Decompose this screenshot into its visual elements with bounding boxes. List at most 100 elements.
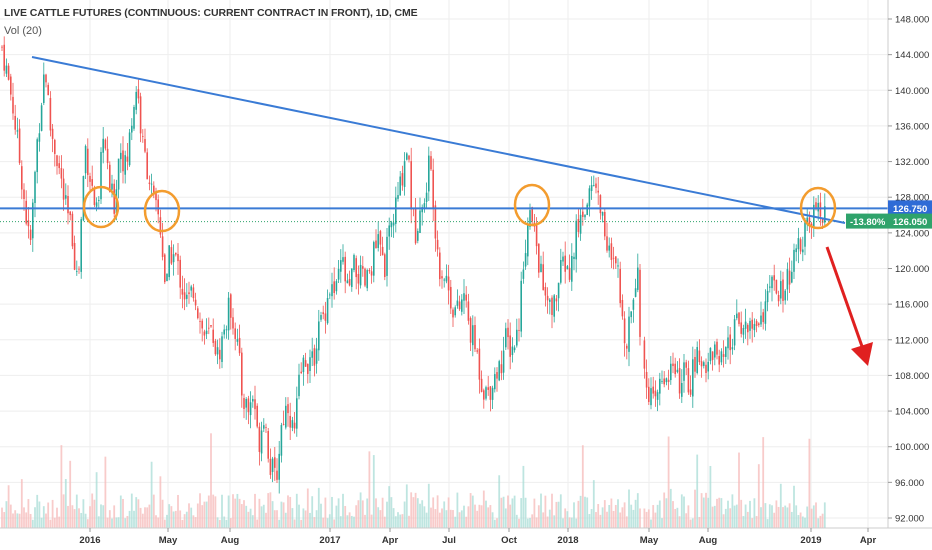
candle-body xyxy=(617,265,619,267)
volume-bar xyxy=(687,505,690,528)
candle-body xyxy=(357,273,360,284)
candle-body xyxy=(135,91,137,110)
candle-body xyxy=(291,420,294,428)
volume-bar xyxy=(709,465,712,528)
candle-body xyxy=(551,297,553,315)
candle-body xyxy=(610,243,613,260)
candle-body xyxy=(1,46,3,48)
volume-bar xyxy=(113,505,116,528)
candle-body xyxy=(91,179,93,186)
price-tick-label: 92.000 xyxy=(895,514,924,525)
volume-indicator-label[interactable]: Vol (20) xyxy=(4,25,42,37)
volume-bar xyxy=(64,479,67,528)
candle-body xyxy=(256,405,258,427)
candle-body xyxy=(727,337,729,349)
candle-body xyxy=(516,329,518,346)
volume-bar xyxy=(419,503,421,528)
candle-body xyxy=(300,371,302,374)
volume-bar xyxy=(293,519,296,528)
candle-body xyxy=(595,183,597,188)
candle-body xyxy=(326,298,329,324)
volume-bar xyxy=(377,507,380,528)
candle-body xyxy=(388,225,390,237)
volume-bar xyxy=(315,510,318,528)
candle-body xyxy=(282,424,285,425)
candle-body xyxy=(707,361,709,372)
time-tick-label: Oct xyxy=(501,535,518,546)
volume-bar xyxy=(452,510,454,528)
candle-body xyxy=(38,133,41,142)
volume-bar xyxy=(287,495,289,528)
candle-body xyxy=(795,248,797,253)
candle-body xyxy=(740,322,742,334)
volume-bar xyxy=(267,493,270,528)
volume-bar xyxy=(328,514,331,528)
candle-body xyxy=(214,340,217,355)
candle-body xyxy=(604,211,606,237)
volume-bar xyxy=(258,498,261,528)
projection-arrow-shaft xyxy=(825,246,866,353)
volume-bar xyxy=(546,516,549,528)
candle-body xyxy=(456,300,459,306)
volume-bar xyxy=(654,512,657,528)
candle-body xyxy=(335,281,338,292)
time-tick-label: Aug xyxy=(699,535,718,546)
candle-body xyxy=(331,284,333,297)
volume-bar xyxy=(788,503,791,528)
candle-body xyxy=(700,361,703,367)
candle-body xyxy=(524,253,527,267)
price-axis[interactable]: 148.000 144.000 140.000 136.000 132.000 128.0… xyxy=(888,15,929,525)
candle-body xyxy=(793,249,795,272)
candle-body xyxy=(18,128,21,163)
volume-bar xyxy=(227,495,230,528)
candle-body xyxy=(368,270,371,272)
candle-body xyxy=(71,213,74,247)
volume-bar xyxy=(540,493,542,528)
volume-bar xyxy=(405,484,408,528)
volume-bar xyxy=(823,502,826,528)
volume-bar xyxy=(819,515,822,528)
candle-body xyxy=(375,240,377,249)
volume-bar xyxy=(243,500,245,528)
candle-body xyxy=(520,280,522,332)
volume-bar xyxy=(755,516,758,528)
candle-body xyxy=(544,286,547,296)
volume-bar xyxy=(751,518,754,528)
volume-bar xyxy=(364,514,366,528)
volume-bar xyxy=(749,500,751,528)
candle-body xyxy=(366,270,368,289)
volume-bar xyxy=(205,501,208,528)
candle-body xyxy=(573,256,575,259)
volume-bar xyxy=(181,519,184,528)
volume-bar xyxy=(766,519,769,528)
volume-bar xyxy=(80,512,83,528)
time-axis[interactable]: 2016 May Aug 2017 Apr Jul Oct 2018 May Aug 2019 Apr xyxy=(79,528,876,546)
volume-bar xyxy=(771,505,773,528)
candle-body xyxy=(56,155,58,167)
candle-body xyxy=(186,294,188,299)
candle-body xyxy=(777,294,780,302)
candle-body xyxy=(82,176,85,221)
candle-body xyxy=(260,430,263,454)
volume-bar xyxy=(760,507,762,528)
candle-body xyxy=(782,279,784,301)
candle-body xyxy=(577,218,580,232)
candle-body xyxy=(227,297,230,331)
candle-body xyxy=(29,229,32,240)
volume-bar xyxy=(471,495,474,528)
volume-bar xyxy=(390,497,393,528)
candle-body xyxy=(817,202,819,212)
volume-bar xyxy=(665,498,668,528)
candle-body xyxy=(69,211,71,216)
candle-body xyxy=(736,313,738,319)
candle-body xyxy=(637,267,639,290)
candle-body xyxy=(452,309,454,318)
volume-bar xyxy=(196,503,199,528)
volume-bar xyxy=(394,516,397,528)
volume-bar xyxy=(366,498,369,528)
candle-body xyxy=(43,74,45,103)
volume-bar xyxy=(764,503,767,528)
volume-bar xyxy=(56,507,58,528)
candle-body xyxy=(353,255,355,271)
